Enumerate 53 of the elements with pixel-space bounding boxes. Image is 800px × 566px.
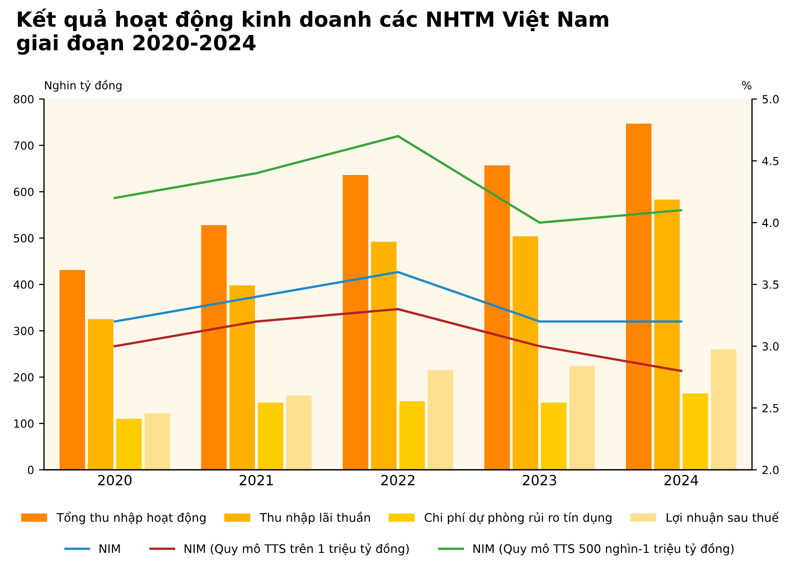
bar (484, 165, 510, 470)
legend-label: NIM (Quy mô TTS trên 1 triệu tỷ đồng) (184, 542, 409, 556)
legend-label: NIM (100, 544, 120, 553)
bar (682, 393, 708, 470)
bar (88, 319, 114, 470)
bar (60, 270, 86, 470)
x-tick-label: 2022 (381, 474, 414, 486)
bar (428, 370, 454, 470)
bar (569, 366, 595, 470)
y2-tick-label: 3.5 (762, 280, 778, 289)
bar (710, 349, 736, 470)
y2-tick-label: 2.5 (762, 404, 778, 412)
y-tick-label: 500 (14, 234, 34, 242)
y2-axis-title: % (742, 81, 752, 90)
y-tick-label: 700 (14, 141, 34, 150)
y2-tick-label: 3.0 (762, 342, 779, 351)
bar (342, 175, 368, 470)
legend-label: Thu nhập lãi thuần (260, 512, 370, 524)
y2-tick-label: 2.0 (762, 466, 779, 474)
x-tick-label: 2020 (98, 474, 132, 486)
line-series (114, 135, 682, 224)
legend-label: Tổng thu nhập hoạt động (56, 512, 206, 524)
x-tick-label: 2021 (240, 474, 273, 486)
legend-label: Chi phí dự phòng rủi ro tín dụng (424, 512, 612, 524)
y-tick-label: 300 (14, 326, 34, 336)
y-tick-label: 400 (14, 280, 34, 289)
y-axis-title: Nghin tỷ đồng (45, 80, 122, 92)
y-tick-label: 0 (28, 466, 34, 474)
y-tick-label: 800 (14, 95, 34, 104)
bar (229, 285, 255, 470)
legend-label: NIM (Quy mô TTS 500 nghìn-1 triệu tỷ đồng) (473, 542, 734, 556)
bar (371, 242, 397, 470)
y2-tick-label: 4.0 (762, 218, 779, 228)
bar (399, 401, 425, 470)
bar (286, 396, 312, 470)
x-tick-label: 2023 (522, 474, 556, 486)
legend-label: Lợi nhuận sau thuế (666, 512, 779, 524)
bar (201, 225, 227, 470)
bar (541, 402, 567, 470)
bar (116, 418, 142, 470)
bar (258, 402, 284, 470)
y2-tick-label: 5.0 (762, 95, 779, 104)
x-tick-label: 2024 (664, 474, 698, 486)
bar (626, 124, 652, 470)
y2-tick-label: 4.5 (762, 156, 778, 166)
bar (654, 200, 680, 470)
bar (512, 236, 538, 470)
bar (144, 413, 170, 470)
y-tick-label: 200 (14, 373, 34, 382)
chart-title: Kết quả hoạt động kinh doanh các NHTM Việt Nam giai đoạn 2020-2024 (16, 8, 608, 55)
y-tick-label: 600 (14, 188, 34, 196)
y-tick-label: 100 (14, 419, 34, 428)
line-series (114, 308, 682, 372)
